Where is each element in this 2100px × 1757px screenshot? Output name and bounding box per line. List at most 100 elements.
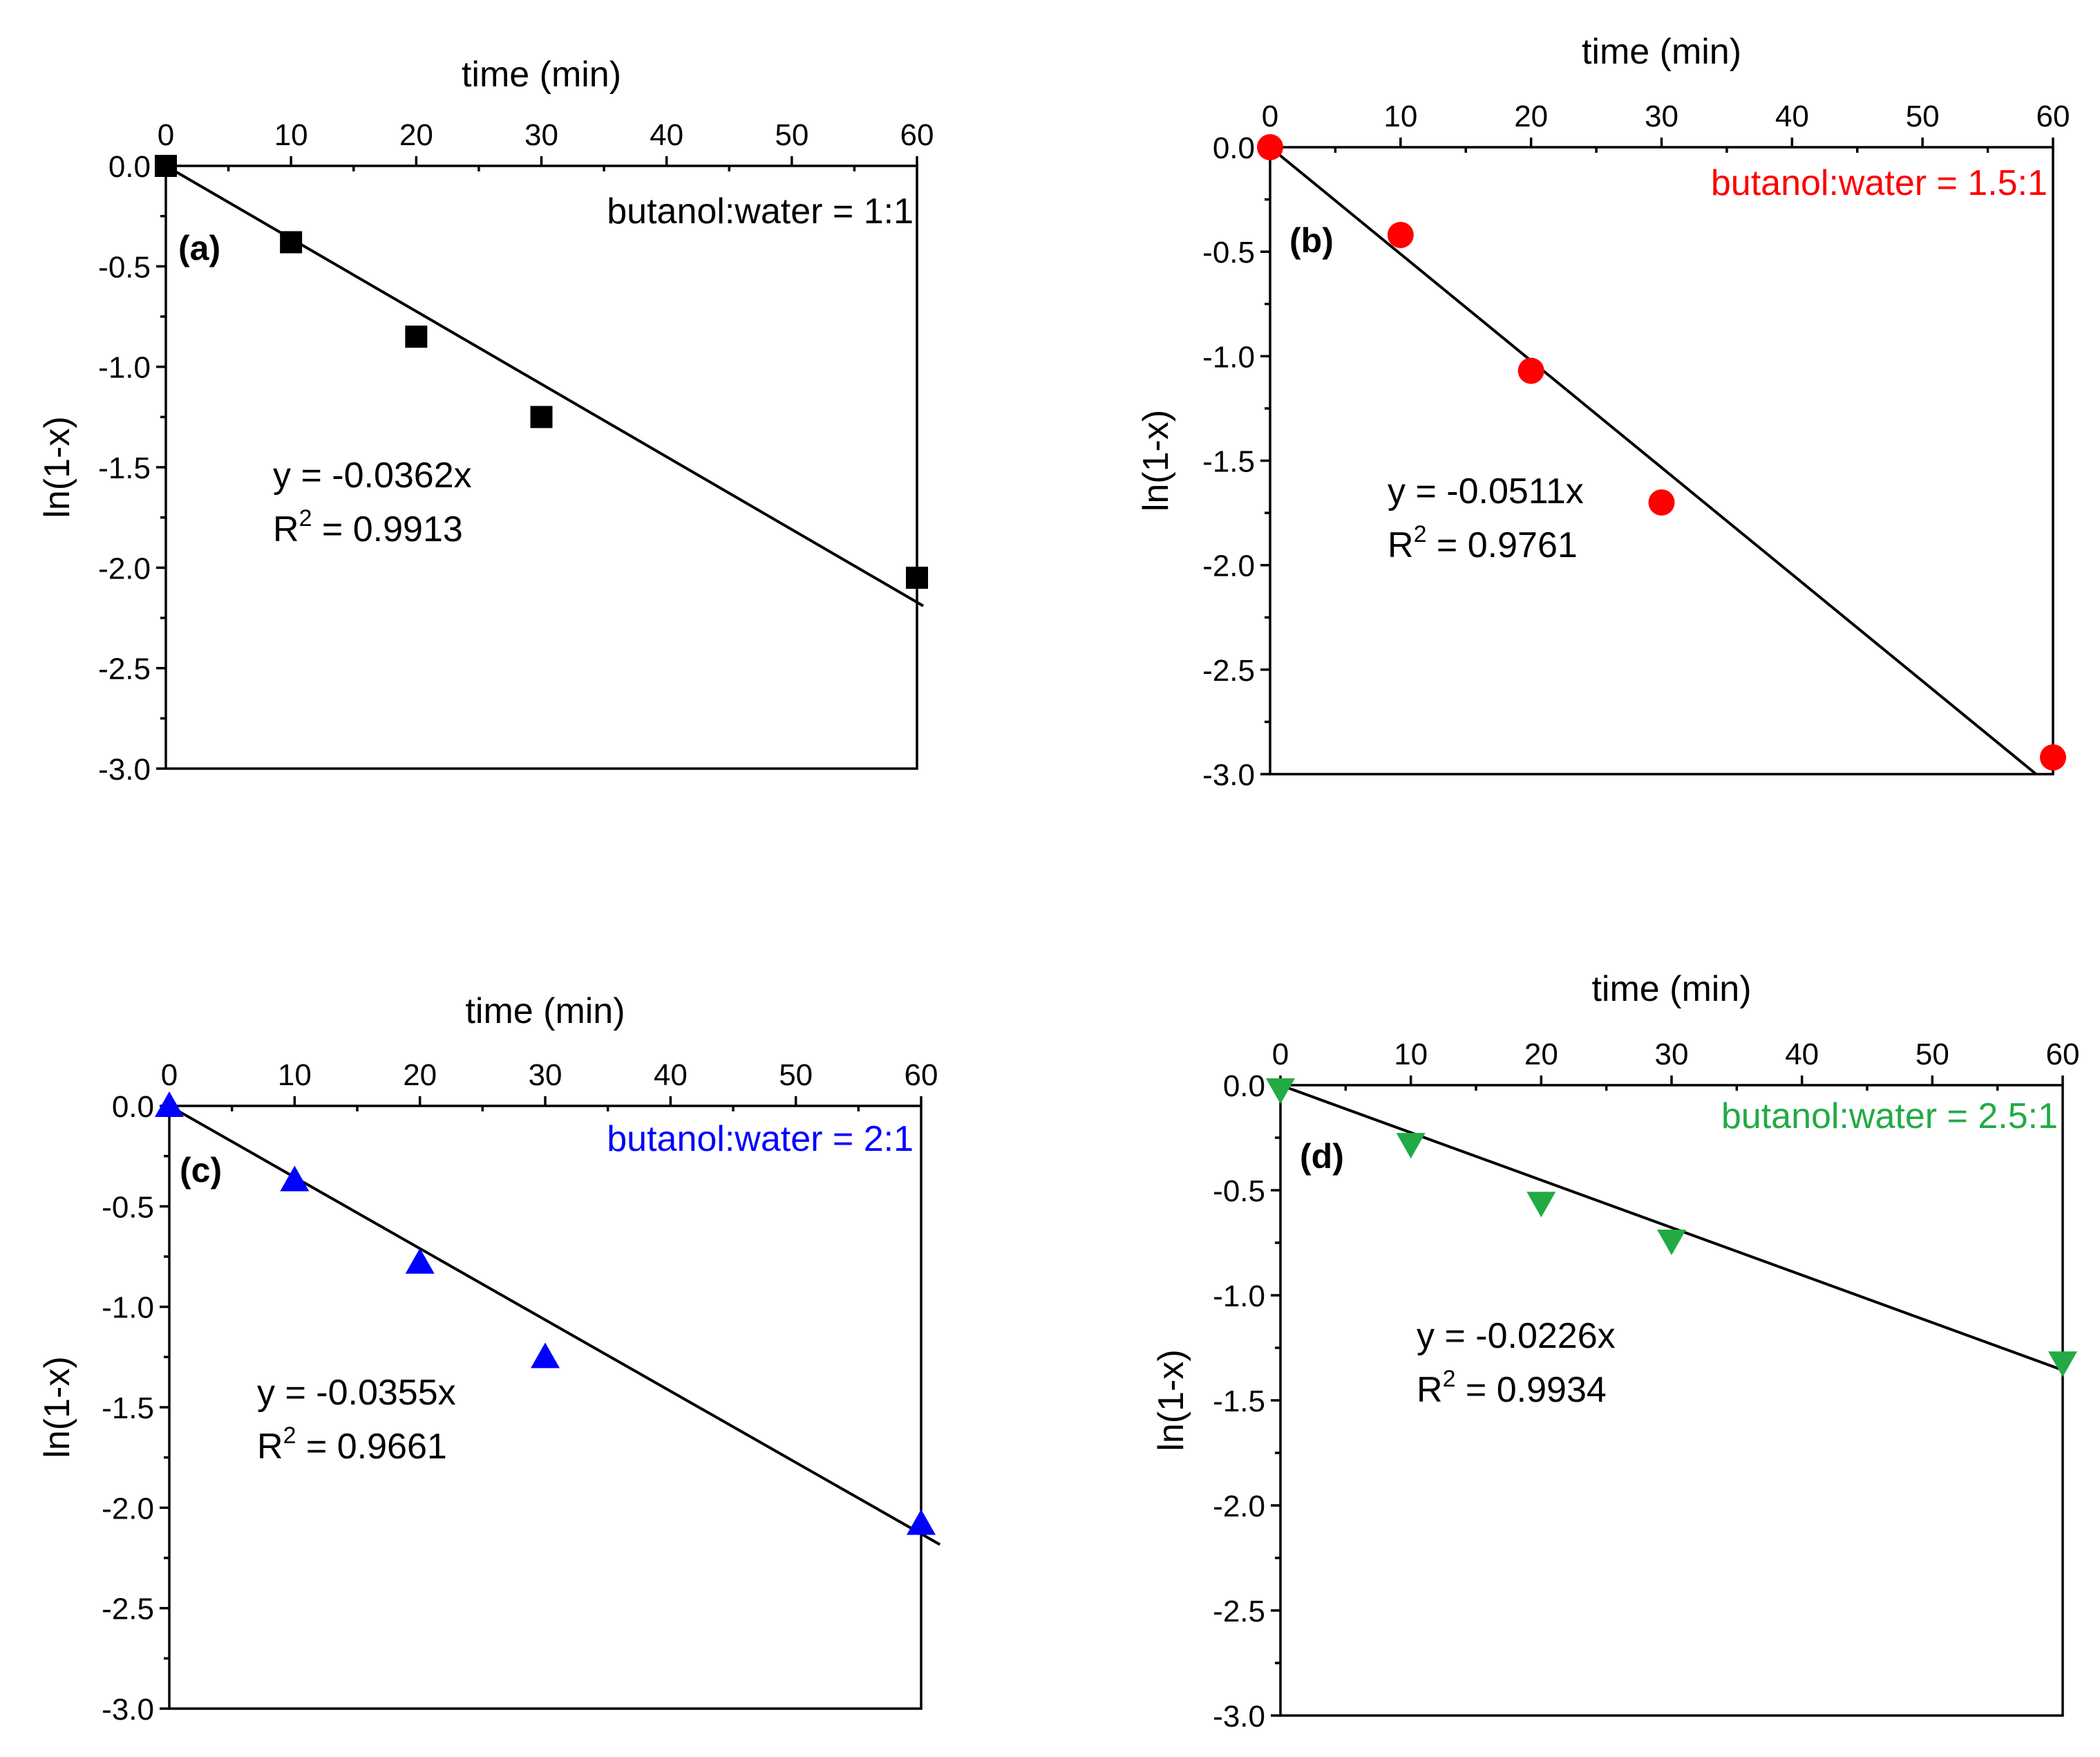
x-tick-label: 40 xyxy=(650,118,683,152)
x-tick-label: 0 xyxy=(161,1058,178,1092)
data-point xyxy=(1257,134,1283,160)
r-squared-exponent: 2 xyxy=(283,1422,296,1449)
y-axis-title: ln(1-x) xyxy=(37,416,77,518)
y-tick-label: -1.0 xyxy=(1202,340,1255,374)
y-tick-label: -3.0 xyxy=(1213,1700,1265,1733)
y-tick-label: -2.0 xyxy=(98,552,151,585)
series-ratio-label: butanol:water = 2:1 xyxy=(607,1119,914,1159)
panel-a: 0 10 20 30 40 50 60 0.0 -0.5 -1.0 -1.5 -2.0 -2.5 -3.0… xyxy=(37,55,934,787)
x-tick-label: 10 xyxy=(1394,1037,1428,1071)
y-tick-label: -1.0 xyxy=(98,351,151,385)
panel-label: (c) xyxy=(180,1151,222,1190)
data-point xyxy=(907,1509,936,1535)
y-tick-label: -3.0 xyxy=(98,753,151,787)
r-squared-value: = 0.9661 xyxy=(296,1427,446,1467)
series-ratio-label: butanol:water = 1:1 xyxy=(607,191,914,232)
x-tick-label: 30 xyxy=(1655,1037,1689,1071)
data-point xyxy=(1657,1229,1686,1255)
r-squared-symbol: R xyxy=(1388,525,1414,565)
fit-equation: y = -0.0226x xyxy=(1417,1316,1616,1356)
y-tick-label: -0.5 xyxy=(1202,236,1255,270)
r-squared-exponent: 2 xyxy=(1443,1366,1456,1392)
y-tick-label: -3.0 xyxy=(1202,758,1255,792)
r-squared-symbol: R xyxy=(257,1427,283,1467)
x-tick-label: 20 xyxy=(403,1058,437,1092)
y-tick-label: 0.0 xyxy=(1213,131,1255,165)
y-tick-label: 0.0 xyxy=(1223,1069,1265,1103)
panel-label: (b) xyxy=(1289,221,1334,260)
y-tick-label: -2.5 xyxy=(1202,654,1255,688)
data-point xyxy=(2048,1351,2077,1378)
r-squared: R2 = 0.9913 xyxy=(273,505,463,549)
fit-line xyxy=(1269,146,2037,776)
x-axis-title: time (min) xyxy=(462,55,621,95)
y-tick-label: -1.5 xyxy=(98,451,151,485)
x-axis-title: time (min) xyxy=(465,991,625,1031)
data-point xyxy=(1517,357,1544,384)
y-tick-label: -1.5 xyxy=(1202,445,1255,479)
fit-equation: y = -0.0355x xyxy=(257,1373,456,1413)
y-tick-label: -1.5 xyxy=(102,1391,154,1425)
x-tick-label: 10 xyxy=(1383,100,1417,133)
x-tick-label: 40 xyxy=(1775,100,1809,133)
fit-equation: y = -0.0511x xyxy=(1388,471,1584,511)
y-tick-label: -2.0 xyxy=(102,1492,154,1525)
data-point xyxy=(405,326,428,348)
y-tick-label: -2.0 xyxy=(1202,549,1255,583)
y-tick-label: -0.5 xyxy=(1213,1174,1265,1208)
data-point xyxy=(1266,1078,1295,1105)
y-axis-title: ln(1-x) xyxy=(1151,1349,1191,1451)
y-tick-label: -2.5 xyxy=(98,652,151,686)
x-tick-label: 60 xyxy=(900,118,934,152)
plot-frame xyxy=(1279,1084,2064,1717)
x-tick-label: 20 xyxy=(1524,1037,1558,1071)
x-tick-label: 50 xyxy=(1915,1037,1949,1071)
x-tick-label: 60 xyxy=(2036,100,2070,133)
x-tick-label: 40 xyxy=(654,1058,688,1092)
y-tick-label: -0.5 xyxy=(98,250,151,284)
y-tick-label: 0.0 xyxy=(108,150,151,184)
series-ratio-label: butanol:water = 1.5:1 xyxy=(1711,163,2047,203)
x-tick-label: 10 xyxy=(274,118,308,152)
fit-equation: y = -0.0362x xyxy=(273,455,472,496)
y-tick-label: -3.0 xyxy=(102,1693,154,1727)
r-squared-symbol: R xyxy=(273,509,299,549)
data-point xyxy=(1387,221,1414,248)
r-squared: R2 = 0.9661 xyxy=(257,1422,447,1467)
r-squared-value: = 0.9913 xyxy=(312,509,462,549)
y-tick-label: -1.0 xyxy=(1213,1279,1265,1313)
x-tick-label: 60 xyxy=(905,1058,938,1092)
x-tick-label: 0 xyxy=(1272,1037,1289,1071)
r-squared-symbol: R xyxy=(1417,1370,1443,1410)
x-tick-label: 30 xyxy=(524,118,558,152)
data-point xyxy=(280,1165,310,1192)
y-tick-label: -2.5 xyxy=(102,1592,154,1626)
x-tick-label: 0 xyxy=(158,118,174,152)
fit-line xyxy=(1280,1084,2063,1372)
panel-d: 0 10 20 30 40 50 60 0.0 -0.5 -1.0 -1.5 -2.0 -2.5 -3.0… xyxy=(1151,969,2079,1733)
x-tick-label: 50 xyxy=(1906,100,1940,133)
data-point xyxy=(1526,1192,1556,1218)
panel-label: (a) xyxy=(178,229,220,267)
data-point xyxy=(1648,489,1675,516)
x-tick-label: 60 xyxy=(2046,1037,2080,1071)
series-ratio-label: butanol:water = 2.5:1 xyxy=(1721,1096,2058,1136)
data-point xyxy=(280,231,303,254)
y-tick-label: 0.0 xyxy=(112,1090,154,1124)
x-tick-label: 0 xyxy=(1262,100,1278,133)
fit-line xyxy=(169,1105,941,1546)
data-point xyxy=(1396,1133,1426,1159)
panel-c: 0 10 20 30 40 50 60 0.0 -0.5 -1.0 -1.5 -2.0 -2.5 -3.0… xyxy=(37,991,941,1727)
x-tick-label: 10 xyxy=(278,1058,312,1092)
y-tick-label: -1.0 xyxy=(102,1291,154,1325)
x-tick-label: 20 xyxy=(1514,100,1548,133)
data-point xyxy=(155,155,177,177)
plot-frame xyxy=(1269,146,2054,776)
data-point xyxy=(906,566,928,589)
x-tick-label: 40 xyxy=(1785,1037,1819,1071)
panel-b: 0 10 20 30 40 50 60 0.0 -0.5 -1.0 -1.5 -2.0 -2.5 -3.0… xyxy=(1136,32,2070,792)
y-tick-label: -0.5 xyxy=(102,1190,154,1224)
r-squared: R2 = 0.9761 xyxy=(1388,521,1578,565)
data-point xyxy=(531,1342,560,1369)
